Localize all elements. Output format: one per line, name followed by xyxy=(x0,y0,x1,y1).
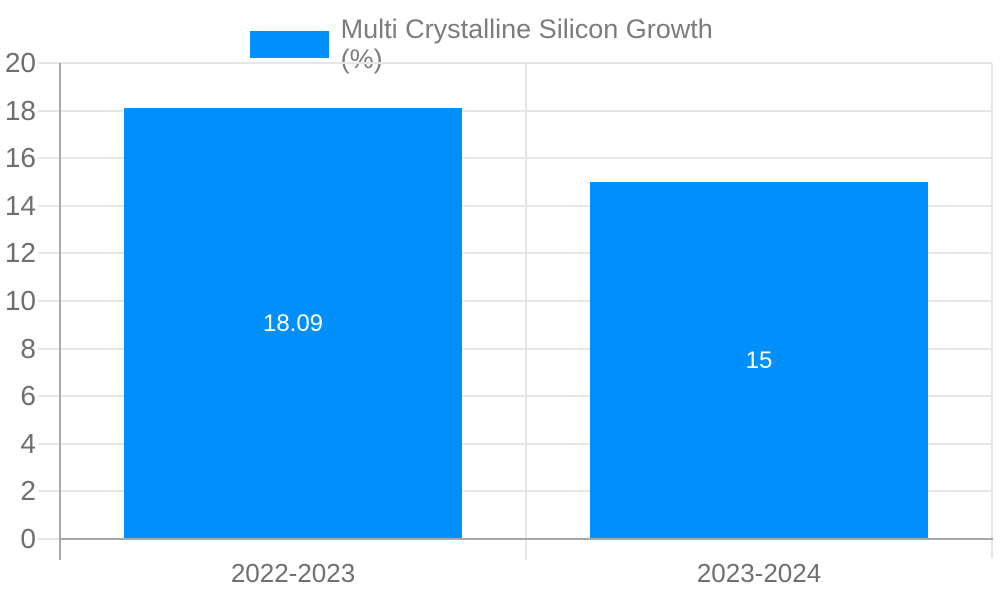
y-tick-mark xyxy=(38,157,60,160)
y-tick-mark xyxy=(38,490,60,493)
x-axis-category-label: 2023-2024 xyxy=(696,558,822,588)
y-axis-tick-label: 10 xyxy=(4,285,36,316)
y-tick-mark xyxy=(38,109,60,112)
y-axis-tick-label: 12 xyxy=(4,237,36,269)
bar-data-label: 18.09 xyxy=(262,309,324,337)
y-axis-tick-label: 2 xyxy=(20,475,36,507)
y-tick-mark xyxy=(38,62,60,64)
bar-data-label: 15 xyxy=(745,346,773,374)
y-tick-mark xyxy=(38,300,60,302)
bar-2022-2023[interactable] xyxy=(124,108,462,539)
bar-2023-2024[interactable] xyxy=(590,182,928,539)
y-tick-mark xyxy=(38,395,60,398)
y-axis-tick-label: 18 xyxy=(4,94,36,126)
x-axis-category-label: 2022-2023 xyxy=(230,558,356,588)
y-tick-mark xyxy=(38,252,60,255)
y-axis-tick-label: 4 xyxy=(20,427,36,459)
legend[interactable]: Multi Crystalline Silicon Growth (%) xyxy=(250,14,750,74)
plot-right-border xyxy=(991,63,993,558)
y-axis-tick-label: 16 xyxy=(4,142,36,174)
y-axis-tick-label: 6 xyxy=(20,380,36,412)
y-axis-tick-label: 20 xyxy=(4,47,36,78)
y-axis-tick-label: 8 xyxy=(20,332,36,364)
y-tick-mark xyxy=(38,538,60,540)
category-divider-line xyxy=(525,63,527,560)
y-axis-tick-label: 0 xyxy=(20,523,36,554)
y-tick-mark xyxy=(38,204,60,207)
y-axis-tick-label: 14 xyxy=(4,189,36,221)
x-axis-line xyxy=(59,538,993,540)
legend-label: Multi Crystalline Silicon Growth (%) xyxy=(340,14,713,74)
y-axis-line xyxy=(59,63,61,560)
y-tick-mark xyxy=(38,347,60,350)
legend-swatch xyxy=(250,30,329,58)
y-tick-mark xyxy=(38,442,60,445)
